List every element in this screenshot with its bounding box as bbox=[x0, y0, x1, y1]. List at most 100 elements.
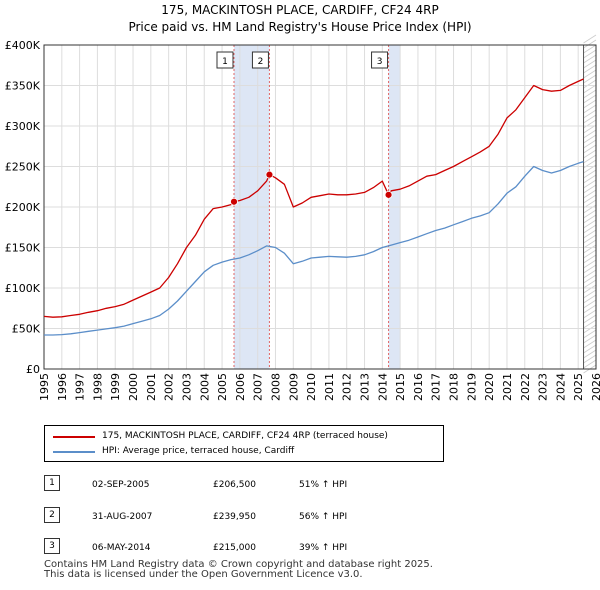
forecast-hatch-line bbox=[583, 309, 597, 319]
forecast-hatch-line bbox=[583, 229, 597, 239]
forecast-hatch-line bbox=[583, 209, 597, 219]
forecast-hatch-line bbox=[583, 359, 597, 369]
forecast-hatch-line bbox=[583, 174, 597, 184]
forecast-hatch-line bbox=[583, 54, 597, 64]
forecast-hatch-line bbox=[583, 84, 597, 94]
sale-hpi-2: 56% ↑ HPI bbox=[299, 512, 348, 522]
x-tick-label-28: 2023 bbox=[537, 373, 550, 401]
x-tick-label-10: 2005 bbox=[216, 373, 229, 401]
forecast-hatch-line bbox=[583, 334, 597, 344]
forecast-hatch-line bbox=[583, 154, 597, 164]
x-tick-label-6: 2001 bbox=[145, 373, 158, 401]
forecast-hatch-line bbox=[583, 279, 597, 289]
forecast-hatch-line bbox=[583, 339, 597, 349]
x-tick-label-25: 2020 bbox=[483, 373, 496, 401]
forecast-hatch-line bbox=[583, 104, 597, 114]
x-tick-label-27: 2022 bbox=[519, 373, 532, 401]
x-tick-label-13: 2008 bbox=[269, 373, 282, 401]
forecast-hatch-line bbox=[583, 44, 597, 54]
forecast-hatch-line bbox=[583, 99, 597, 109]
y-tick-label-2: £100K bbox=[5, 282, 41, 295]
plot-frame bbox=[43, 44, 597, 370]
forecast-hatch-line bbox=[583, 109, 597, 119]
forecast-hatch-line bbox=[583, 249, 597, 259]
x-tick-label-30: 2025 bbox=[572, 373, 585, 401]
x-tick-label-4: 1999 bbox=[109, 373, 122, 401]
chart-sale-badge-3 bbox=[371, 51, 389, 69]
sale-hpi-1: 51% ↑ HPI bbox=[299, 480, 348, 490]
forecast-hatch-line bbox=[583, 134, 597, 144]
series-line-hpi bbox=[44, 160, 584, 336]
forecast-hatch-line bbox=[583, 94, 597, 104]
forecast-hatch-line bbox=[583, 149, 597, 159]
sale-point-1 bbox=[230, 197, 238, 206]
x-tick-label-2: 1997 bbox=[74, 373, 87, 401]
forecast-hatch-line bbox=[583, 179, 597, 189]
legend-hpi-swatch bbox=[53, 451, 95, 453]
chart-sale-badge-text-3: 3 bbox=[377, 57, 383, 67]
x-tick-label-24: 2019 bbox=[465, 373, 478, 401]
legend: 175, MACKINTOSH PLACE, CARDIFF, CF24 4RP… bbox=[44, 425, 444, 462]
x-tick-label-9: 2004 bbox=[198, 373, 211, 401]
chart-subtitle: Price paid vs. HM Land Registry's House … bbox=[128, 20, 472, 34]
sale-point-3 bbox=[384, 190, 393, 199]
forecast-hatch-line bbox=[583, 314, 597, 324]
chart-sale-badge-text-1: 1 bbox=[222, 57, 228, 67]
sale-price-1: £206,500 bbox=[213, 480, 256, 490]
forecast-hatch-line bbox=[583, 319, 597, 329]
price-chart: 1 2 3 £0 £50K £100K £150K £200K £250K £300K £350K £… bbox=[5, 34, 600, 401]
y-tick-label-0: £0 bbox=[26, 363, 40, 376]
forecast-hatch-line bbox=[583, 264, 597, 274]
y-tick-label-5: £250K bbox=[5, 161, 41, 174]
y-tick-label-8: £400K bbox=[5, 39, 41, 52]
forecast-hatch-line bbox=[583, 129, 597, 139]
x-tick-label-23: 2018 bbox=[448, 373, 461, 401]
series-line-property bbox=[43, 78, 584, 318]
forecast-hatch-line bbox=[583, 189, 597, 199]
sale-badge-3: 3 bbox=[44, 538, 60, 554]
forecast-hatch-line bbox=[583, 244, 597, 254]
forecast-hatch-line bbox=[583, 284, 597, 294]
footer: Contains HM Land Registry data © Crown c… bbox=[44, 560, 433, 580]
forecast-hatch-line bbox=[583, 39, 597, 49]
x-tick-label-22: 2017 bbox=[430, 373, 443, 401]
y-tick-label-1: £50K bbox=[12, 323, 41, 336]
forecast-hatch-line bbox=[583, 234, 597, 244]
x-tick-label-18: 2013 bbox=[359, 373, 372, 401]
sale-badge-1: 1 bbox=[44, 475, 60, 491]
chart-sale-badge-2 bbox=[251, 51, 269, 69]
forecast-hatch-line bbox=[583, 184, 597, 194]
forecast-hatch-line bbox=[583, 144, 597, 154]
x-tick-label-12: 2007 bbox=[252, 373, 265, 401]
forecast-hatch-line bbox=[583, 349, 597, 359]
forecast-hatch-line bbox=[583, 69, 597, 79]
forecast-hatch-line bbox=[583, 224, 597, 234]
forecast-hatch-line bbox=[583, 59, 597, 69]
legend-property-label: 175, MACKINTOSH PLACE, CARDIFF, CF24 4RP… bbox=[102, 431, 388, 441]
forecast-hatch-line bbox=[583, 354, 597, 364]
forecast-hatch-line bbox=[583, 114, 597, 124]
sale-date-1: 02-SEP-2005 bbox=[92, 480, 150, 490]
forecast-hatch-line bbox=[583, 269, 597, 279]
x-tick-label-26: 2021 bbox=[501, 373, 514, 401]
sale-hpi-3: 39% ↑ HPI bbox=[299, 543, 348, 553]
forecast-hatch-line bbox=[583, 259, 597, 269]
x-tick-label-16: 2011 bbox=[323, 373, 336, 401]
forecast-hatch-line bbox=[583, 89, 597, 99]
forecast-hatch-line bbox=[583, 304, 597, 314]
forecast-hatch-line bbox=[583, 194, 597, 204]
x-tick-label-1: 1996 bbox=[56, 373, 69, 401]
x-tick-label-17: 2012 bbox=[341, 373, 354, 401]
footer-copyright: Contains HM Land Registry data © Crown c… bbox=[44, 559, 433, 570]
sale-price-3: £215,000 bbox=[213, 543, 256, 553]
x-tick-label-31: 2026 bbox=[590, 373, 600, 401]
forecast-hatch-line bbox=[583, 139, 597, 149]
sale-price-2: £239,950 bbox=[213, 512, 256, 522]
y-tick-label-4: £200K bbox=[5, 201, 41, 214]
x-tick-label-3: 1998 bbox=[91, 373, 104, 401]
forecast-hatch-line bbox=[583, 329, 597, 339]
forecast-hatch-line bbox=[583, 344, 597, 354]
x-tick-label-29: 2024 bbox=[554, 373, 567, 401]
legend-hpi-label: HPI: Average price, terraced house, Card… bbox=[102, 446, 295, 456]
sale-badge-2: 2 bbox=[44, 507, 60, 523]
